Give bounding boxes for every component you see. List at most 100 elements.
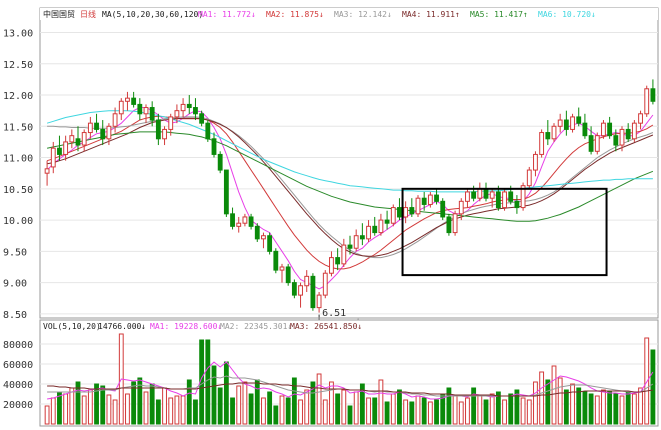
candle-body (495, 191, 501, 209)
volume-y-ticks: 80000 60000 40000 20000 (3, 340, 33, 411)
volume-bar (607, 391, 613, 425)
candle (131, 91, 137, 108)
volume-bar (347, 405, 353, 425)
price-panel-frame (39, 7, 659, 319)
volume-bar (502, 399, 507, 425)
candle (650, 79, 656, 105)
candle (112, 107, 118, 133)
candle-body (223, 169, 229, 215)
candle-body (87, 122, 93, 134)
candle-body (261, 235, 266, 240)
volume-bar (619, 395, 625, 425)
volume-bar (217, 387, 223, 425)
candle-body (273, 250, 279, 271)
volume-bar (285, 397, 291, 425)
candle-body (366, 225, 371, 240)
price-tick-label: 9.00 (3, 279, 27, 290)
volume-bar (112, 399, 118, 425)
volume-tick-label: 60000 (3, 360, 33, 371)
volume-bar (397, 389, 402, 425)
volume-bar (106, 394, 112, 425)
candle (137, 98, 143, 121)
candle-body (304, 275, 310, 287)
candle-body (335, 257, 341, 265)
candle-body (372, 225, 378, 234)
volume-bar (316, 373, 322, 425)
volume-bar (625, 391, 631, 425)
volume-bar (403, 399, 409, 425)
candle (347, 235, 353, 255)
volume-bar (291, 377, 297, 425)
candle (458, 198, 464, 221)
candle-body (359, 235, 365, 240)
candle (570, 113, 575, 133)
price-tick-label: 11.50 (3, 122, 33, 133)
candle (310, 273, 316, 311)
volume-bar (310, 381, 316, 425)
candle-body (631, 122, 637, 140)
price-tick-label: 12.00 (3, 91, 33, 102)
candle (149, 101, 155, 127)
vol-legend-items: MA1: 19228.600↓MA2: 22345.301↓MA3: 26541… (150, 322, 362, 331)
volume-bar (495, 391, 501, 425)
candle (205, 120, 211, 142)
candle-body (601, 122, 606, 137)
vol-ma-line-ma3 (47, 382, 653, 397)
candle-body (316, 294, 322, 309)
volume-bar (69, 387, 75, 425)
candle-body (180, 103, 186, 112)
candle (285, 263, 291, 286)
candle (427, 191, 433, 208)
candle (384, 210, 390, 230)
candle-body (81, 132, 87, 146)
candle-body (69, 135, 75, 143)
candle (193, 98, 198, 121)
volume-bar (254, 379, 260, 425)
volume-bar (162, 387, 167, 425)
candle-body (291, 282, 297, 296)
volume-bar (359, 383, 365, 425)
candle-body (465, 191, 470, 202)
ma-line-ma5 (46, 131, 654, 222)
candle (44, 160, 50, 186)
volume-bar (514, 389, 520, 425)
candle-body (112, 113, 118, 127)
candle (588, 126, 594, 155)
volume-bar (415, 395, 421, 425)
volume-bar (125, 393, 130, 425)
volume-bar (137, 377, 143, 425)
candle-body (230, 213, 235, 227)
candle (199, 110, 205, 127)
candle-body (378, 219, 384, 234)
candle (75, 126, 81, 152)
candle-body (483, 188, 489, 199)
candle (322, 270, 328, 299)
price-tick-label: 13.00 (3, 29, 33, 40)
candle (495, 185, 501, 211)
candle (279, 263, 285, 283)
candle (106, 123, 112, 146)
ma-legend-ma5: MA5: 11.417↑ (470, 10, 528, 19)
volume-bar (267, 391, 273, 425)
candle (236, 216, 242, 233)
volume-bar (576, 387, 582, 425)
volume-bar (94, 383, 99, 425)
candle-body (576, 116, 582, 124)
candle (390, 204, 396, 227)
volume-bar (186, 379, 192, 425)
volume-bar (211, 365, 217, 425)
ma-legend-ma6: MA6: 10.720↓ (538, 10, 596, 19)
vol-legend-ma2: MA2: 22345.301↓ (220, 322, 292, 331)
volume-bar (644, 337, 650, 425)
volume-bar (409, 401, 415, 425)
volume-bar (508, 393, 514, 425)
candle-body (514, 200, 520, 209)
candle (403, 201, 409, 224)
price-tick-label: 12.50 (3, 60, 33, 71)
candle (631, 120, 637, 142)
volume-bar (384, 401, 390, 425)
candle-body (508, 191, 514, 202)
candle (434, 188, 439, 205)
volume-bar (366, 397, 371, 425)
vol-legend-ma1: MA1: 19228.600↓ (150, 322, 222, 331)
